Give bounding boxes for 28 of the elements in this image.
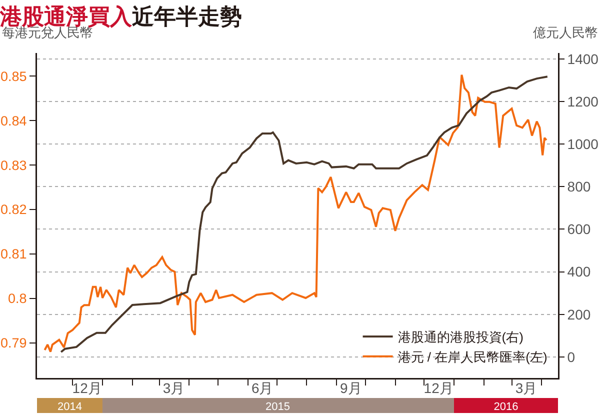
x-tick-label: 12月 — [72, 380, 102, 396]
x-tick-label: 12月 — [424, 380, 454, 396]
x-tick-label: 3月 — [162, 380, 185, 396]
y-tick-label: 0.85 — [0, 68, 27, 84]
chart-subtitle: 近年半走勢 — [132, 5, 242, 30]
y-tick-label: 0.83 — [0, 158, 27, 173]
y2-tick-label: 600 — [567, 221, 591, 238]
y-tick-label: 0.81 — [0, 246, 27, 262]
x-tick-label: 3月 — [515, 380, 538, 396]
y2-tick-label: 1000 — [567, 136, 599, 152]
x2-tick-label: 2015 — [266, 400, 290, 413]
y-tick-label: 0.8 — [8, 291, 27, 306]
y2-axis-title: 億元人民幣 — [533, 25, 598, 40]
y2-tick-label: 200 — [567, 306, 591, 322]
legend-label: 港元 / 在岸人民幣匯率(左) — [398, 349, 548, 364]
x2-tick-label: 2014 — [58, 400, 82, 413]
y2-tick-label: 400 — [567, 264, 591, 280]
x-tick-label: 6月 — [251, 380, 274, 396]
y2-tick-label: 1400 — [567, 50, 599, 67]
x-tick-label: 9月 — [340, 380, 362, 396]
y2-tick-label: 1200 — [567, 93, 599, 110]
legend-label: 港股通的港股投資(右) — [398, 330, 524, 345]
y-tick-label: 0.82 — [0, 202, 27, 218]
y-tick-label: 0.84 — [0, 113, 28, 128]
y2-tick-label: 800 — [567, 178, 591, 195]
x2-tick-label: 2016 — [494, 400, 518, 413]
y-tick-label: 0.79 — [0, 336, 27, 351]
y2-tick-label: 0 — [567, 348, 576, 365]
